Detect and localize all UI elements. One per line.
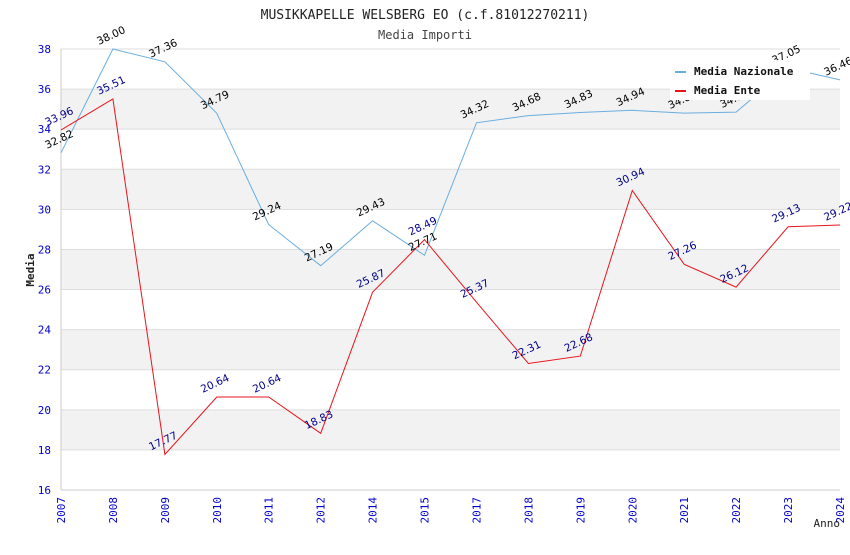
y-tick-label: 34 [38, 123, 52, 136]
x-tick-label: 2022 [730, 497, 743, 524]
legend: Media Nazionale Media Ente [670, 60, 810, 100]
grid-band [61, 409, 840, 450]
series-line-media-ente [60, 98, 841, 456]
data-label: 20.64 [199, 372, 232, 396]
x-tick-labels: 2007 2008 2009 2010 2011 2012 2014 2015 2017 2018… [55, 497, 847, 524]
data-label: 37.36 [147, 37, 180, 61]
series-line-media-nazionale [60, 48, 841, 267]
x-tick-label: 2018 [522, 497, 535, 524]
grid-band [61, 249, 840, 290]
x-axis-label: Anno [814, 517, 841, 530]
data-label: 36.46 [822, 55, 850, 79]
y-tick-label: 30 [38, 203, 51, 216]
data-label: 20.64 [251, 372, 284, 396]
legend-label-media-ente: Media Ente [694, 84, 761, 97]
y-tick-label: 18 [38, 444, 51, 457]
x-tick-label: 2017 [470, 497, 483, 524]
x-tick-label: 2012 [315, 497, 328, 524]
series-lines [60, 48, 841, 456]
y-tick-label: 24 [38, 324, 52, 337]
y-tick-label: 26 [38, 284, 51, 297]
x-tick-label: 2015 [419, 497, 432, 524]
y-tick-labels: 16 18 20 22 24 26 28 30 32 34 36 38 [38, 43, 52, 497]
x-tick-label: 2019 [574, 497, 587, 524]
grid-lines [61, 48, 840, 491]
y-tick-label: 16 [38, 484, 51, 497]
x-tick-label: 2009 [159, 497, 172, 524]
y-tick-label: 38 [38, 43, 51, 56]
y-axis-label: Media [24, 253, 37, 286]
data-label: 38.00 [95, 24, 127, 48]
chart-subtitle: Media Importi [378, 28, 472, 42]
grid-bands [61, 89, 840, 450]
x-tick-label: 2024 [834, 497, 847, 524]
x-tick-label: 2008 [107, 497, 120, 524]
x-tick-label: 2007 [55, 497, 68, 524]
y-tick-label: 32 [38, 163, 51, 176]
x-tick-label: 2023 [782, 497, 795, 524]
y-tick-label: 20 [38, 404, 51, 417]
x-tick-label: 2020 [626, 497, 639, 524]
grid-band [61, 329, 840, 370]
x-tick-label: 2021 [678, 497, 691, 524]
x-tick-label: 2014 [367, 497, 380, 524]
legend-label-media-nazionale: Media Nazionale [694, 65, 794, 78]
x-tick-label: 2010 [211, 497, 224, 524]
y-tick-label: 28 [38, 243, 51, 256]
y-tick-label: 22 [38, 364, 51, 377]
x-tick-label: 2011 [263, 497, 276, 524]
axes [60, 49, 840, 491]
chart-title: MUSIKKAPELLE WELSBERG EO (c.f.8101227021… [261, 8, 590, 23]
legend-background [670, 60, 810, 100]
y-tick-label: 36 [38, 83, 51, 96]
